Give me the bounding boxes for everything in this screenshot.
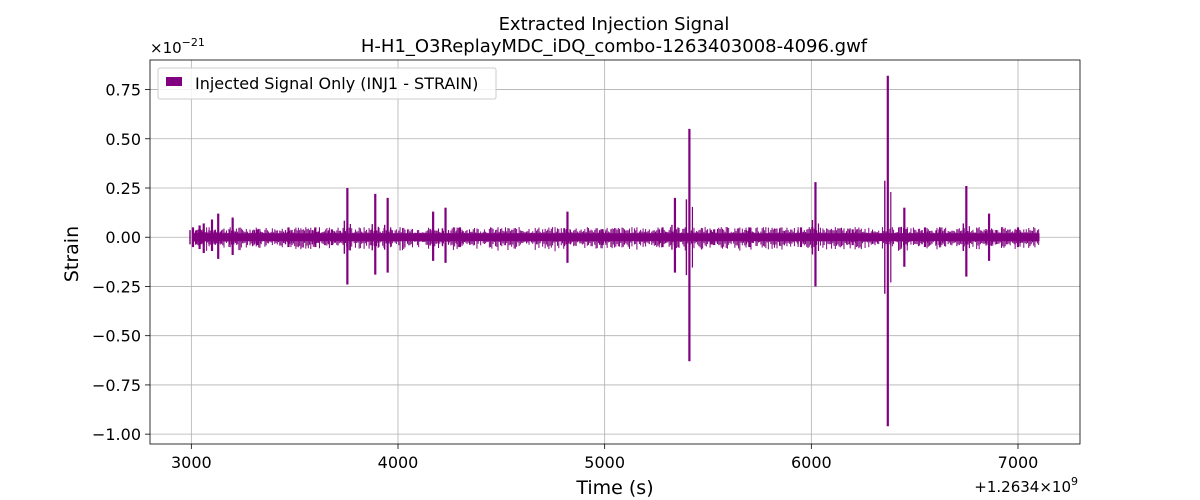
x-axis-label: Time (s)	[575, 477, 653, 499]
x-tick-label: 6000	[791, 453, 832, 472]
y-axis-ticks: 0.75 0.50 0.25 0.00 −0.25 −0.50 −0.75 −1.00	[92, 81, 150, 444]
y-tick-label: 0.25	[105, 179, 141, 198]
y-tick-label: 0.75	[105, 81, 141, 100]
signal-series	[189, 75, 1040, 427]
y-axis-scale-exponent: −21	[182, 36, 205, 49]
y-axis-scale-label: ×10−21	[150, 36, 205, 57]
y-tick-label: −0.25	[92, 277, 141, 296]
x-tick-label: 4000	[378, 453, 419, 472]
y-axis-label: Strain	[61, 226, 83, 282]
y-axis-scale-base: ×10	[150, 39, 182, 57]
legend-box	[157, 67, 497, 100]
y-tick-label: −0.75	[92, 376, 141, 395]
y-tick-label: −1.00	[92, 425, 141, 444]
y-tick-label: −0.50	[92, 327, 141, 346]
x-axis-offset-base: +1.2634×10	[974, 478, 1071, 496]
grid-lines	[150, 60, 1080, 444]
y-tick-label: 0.50	[105, 130, 141, 149]
y-tick-label: 0.00	[105, 228, 141, 247]
legend-swatch	[166, 77, 182, 86]
legend: Injected Signal Only (INJ1 - STRAIN)	[157, 67, 497, 100]
legend-entry-label: Injected Signal Only (INJ1 - STRAIN)	[195, 74, 478, 93]
chart-subtitle: H-H1_O3ReplayMDC_iDQ_combo-1263403008-40…	[361, 36, 868, 57]
x-tick-label: 7000	[998, 453, 1039, 472]
x-axis-ticks: 3000 4000 5000 6000 7000	[171, 444, 1038, 472]
x-tick-label: 5000	[584, 453, 625, 472]
plot-frame	[149, 59, 1081, 445]
x-axis-offset-label: +1.2634×109	[974, 475, 1078, 496]
x-tick-label: 3000	[171, 453, 212, 472]
x-axis-offset-exponent: 9	[1071, 475, 1078, 488]
chart-title: Extracted Injection Signal	[499, 14, 730, 35]
